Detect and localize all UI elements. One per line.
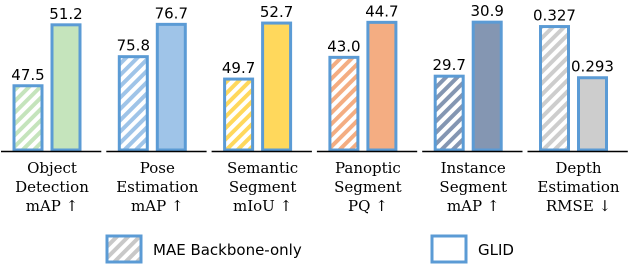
- bar: [471, 20, 503, 152]
- value-label: 0.293: [571, 58, 614, 76]
- bar: [328, 55, 360, 152]
- group-label: mAP ↑: [447, 197, 500, 215]
- bar: [155, 22, 187, 152]
- bar: [433, 74, 465, 152]
- value-label: 30.9: [470, 2, 503, 20]
- group-label: Object: [27, 159, 77, 177]
- bar: [577, 76, 608, 152]
- bar: [539, 25, 570, 152]
- legend: MAE Backbone-only GLID: [105, 234, 514, 264]
- group-label: Semantic: [227, 159, 298, 177]
- bar: [50, 23, 82, 152]
- value-label: 51.2: [49, 5, 82, 23]
- legend-swatch: [105, 234, 143, 264]
- bar: [223, 77, 255, 152]
- value-label: 47.5: [11, 66, 44, 84]
- group-label: Segment: [229, 178, 297, 196]
- group-label: Instance: [441, 159, 506, 177]
- group-label: mAP ↑: [26, 197, 79, 215]
- legend-label: MAE Backbone-only: [153, 241, 302, 259]
- group-label: Estimation: [537, 178, 619, 196]
- value-label: 44.7: [365, 2, 398, 20]
- group-label: Estimation: [116, 178, 198, 196]
- group-label: mAP ↑: [131, 197, 184, 215]
- value-label: 43.0: [327, 37, 360, 55]
- value-label: 52.7: [260, 3, 293, 21]
- group-label: PQ ↑: [348, 197, 388, 215]
- legend-swatch: [430, 234, 468, 264]
- bar: [12, 84, 44, 152]
- value-label: 49.7: [222, 59, 255, 77]
- value-label: 76.7: [155, 4, 188, 22]
- group-label: RMSE ↓: [546, 197, 611, 215]
- group-label: Depth: [555, 159, 602, 177]
- group-label: mIoU ↑: [233, 197, 292, 215]
- group-label: Panoptic: [335, 159, 401, 177]
- value-label: 75.8: [117, 37, 150, 55]
- group-label: Segment: [334, 178, 402, 196]
- value-label: 0.327: [533, 7, 576, 25]
- group-label: Pose: [140, 159, 175, 177]
- legend-label: GLID: [478, 241, 514, 259]
- group-label: Detection: [15, 178, 89, 196]
- bar: [261, 21, 293, 152]
- bar: [366, 20, 398, 152]
- value-label: 29.7: [432, 56, 465, 74]
- bar: [117, 55, 149, 152]
- group-label: Segment: [439, 178, 507, 196]
